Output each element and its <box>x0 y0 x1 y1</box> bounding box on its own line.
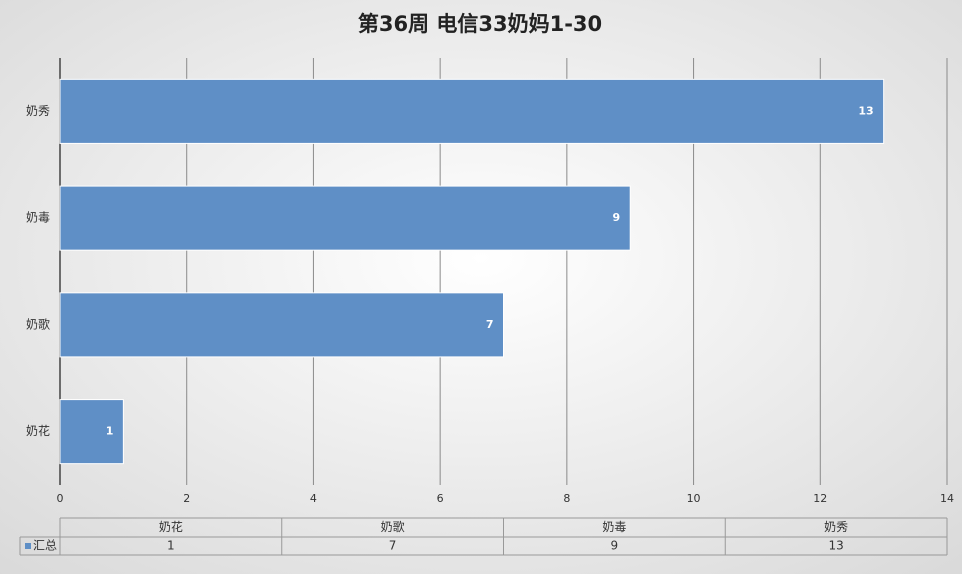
x-tick-label: 10 <box>687 492 701 505</box>
table-header: 奶歌 <box>381 519 405 534</box>
value-label: 7 <box>486 318 494 331</box>
legend-key <box>25 543 31 549</box>
y-tick-label: 奶秀 <box>26 104 50 118</box>
x-tick-label: 14 <box>940 492 954 505</box>
value-label: 13 <box>858 104 873 117</box>
bar <box>59 185 631 251</box>
bar <box>59 292 504 358</box>
bar <box>59 399 124 465</box>
table-value: 9 <box>611 539 619 553</box>
value-label: 9 <box>613 211 621 224</box>
y-tick-label: 奶毒 <box>26 211 50 225</box>
x-tick-label: 0 <box>57 492 64 505</box>
legend-label: 汇总 <box>33 539 57 553</box>
y-tick-label: 奶歌 <box>26 316 50 331</box>
x-tick-label: 2 <box>183 492 190 505</box>
x-tick-label: 12 <box>813 492 827 505</box>
table-value: 7 <box>389 539 397 553</box>
y-tick-label: 奶花 <box>26 423 50 438</box>
x-tick-label: 8 <box>563 492 570 505</box>
table-header: 奶花 <box>159 519 183 534</box>
x-tick-label: 6 <box>437 492 444 505</box>
table-header: 奶秀 <box>824 520 848 534</box>
table-value: 1 <box>167 539 175 553</box>
table-value: 13 <box>828 539 843 553</box>
bar <box>59 78 885 144</box>
chart-title: 第36周 电信33奶妈1-30 <box>358 12 602 36</box>
table-header: 奶毒 <box>602 520 626 534</box>
x-tick-label: 4 <box>310 492 317 505</box>
value-label: 1 <box>106 425 114 438</box>
